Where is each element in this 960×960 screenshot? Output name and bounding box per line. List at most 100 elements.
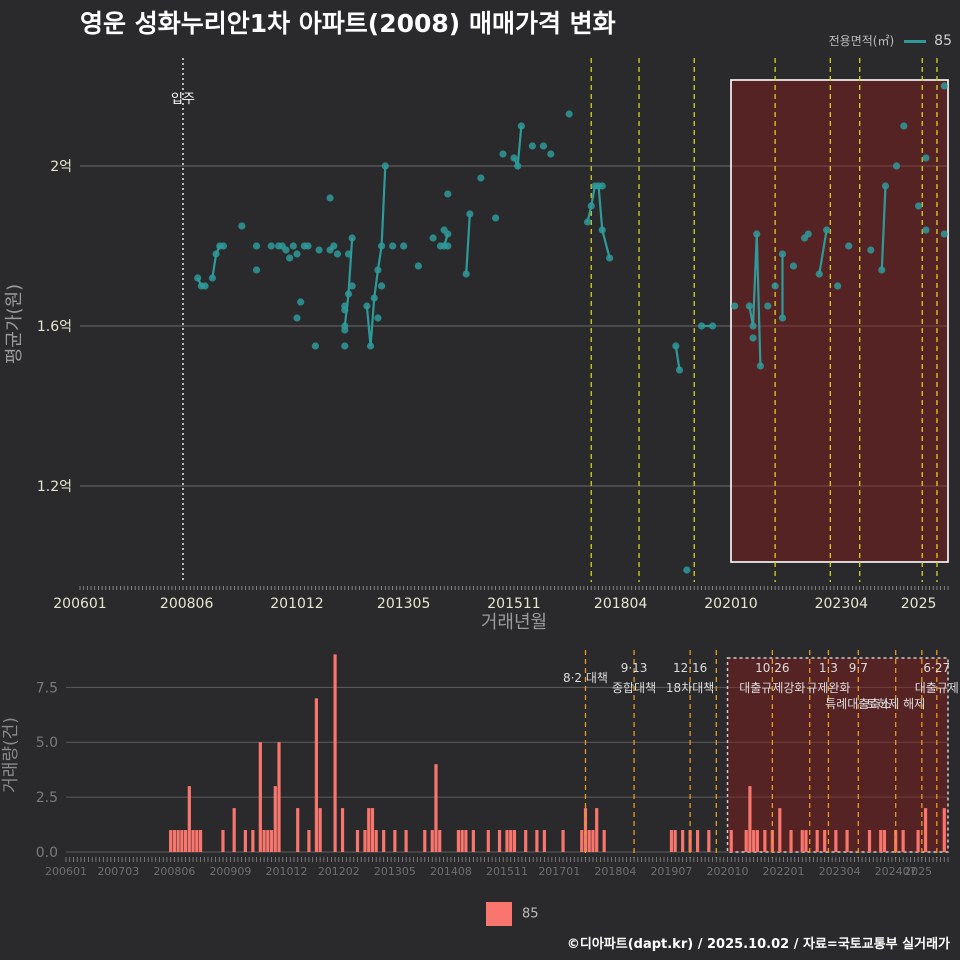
- event-label: 1·3: [819, 661, 838, 675]
- bar: [804, 830, 808, 852]
- data-point: [293, 250, 301, 258]
- bar: [882, 830, 887, 852]
- bar: [542, 830, 546, 852]
- x-tick-label-bottom: 2025: [904, 865, 932, 878]
- bar: [195, 830, 199, 852]
- x-tick-label-top: 201012: [270, 596, 323, 612]
- event-sublabel: 특례대출축소: [825, 697, 891, 711]
- event-sublabel: 종합대책: [612, 680, 656, 695]
- legend-line-swatch: [904, 40, 927, 43]
- data-point: [492, 214, 500, 222]
- series-line: [880, 185, 887, 271]
- data-point: [252, 242, 261, 250]
- data-point: [444, 242, 452, 250]
- bar: [393, 830, 397, 852]
- bar: [778, 808, 782, 852]
- bar: [729, 830, 733, 852]
- bar: [169, 830, 173, 852]
- data-point: [377, 282, 386, 290]
- bar: [486, 830, 490, 852]
- x-tick-label-bottom: 201804: [594, 865, 636, 878]
- data-point: [587, 202, 595, 210]
- bar: [221, 830, 225, 852]
- bar: [755, 830, 759, 852]
- x-tick-label-bottom: 201907: [650, 865, 692, 878]
- data-point: [878, 266, 886, 274]
- x-tick-label-top: 200601: [53, 596, 106, 612]
- bar: [602, 830, 606, 852]
- data-point: [804, 230, 812, 238]
- bar: [187, 786, 191, 852]
- data-point: [510, 154, 518, 162]
- data-point: [326, 194, 334, 202]
- data-point: [466, 210, 474, 218]
- data-point: [753, 230, 761, 238]
- bar: [258, 742, 262, 852]
- bar: [273, 786, 277, 852]
- data-point: [370, 294, 378, 302]
- y-tick-label-bottom: 0.0: [36, 845, 58, 861]
- x-tick-label-bottom: 200601: [45, 865, 87, 878]
- bar: [591, 830, 595, 852]
- data-point: [304, 242, 312, 250]
- bar: [800, 830, 804, 852]
- data-point: [293, 314, 301, 322]
- data-point: [517, 122, 525, 130]
- x-tick-label-top: 201305: [377, 596, 430, 612]
- data-point: [311, 342, 319, 350]
- bar: [845, 830, 849, 852]
- bar: [314, 698, 318, 852]
- data-point: [547, 150, 555, 158]
- highlight-box-top: [730, 79, 949, 563]
- bar: [191, 830, 195, 852]
- bar: [198, 830, 203, 852]
- data-point: [789, 262, 798, 270]
- bar: [509, 830, 513, 852]
- series-line: [465, 213, 471, 275]
- legend-top: 전용면적(㎡) 85: [829, 32, 952, 49]
- bar: [595, 808, 599, 852]
- x-tick-label-bottom: 200806: [153, 865, 195, 878]
- bar: [262, 830, 266, 852]
- series-line: [365, 165, 387, 347]
- x-tick-label-bottom: 202010: [707, 865, 749, 878]
- event-sublabel: 규제완화: [806, 681, 850, 695]
- data-point: [528, 142, 536, 150]
- bar: [269, 830, 274, 852]
- data-point: [377, 242, 386, 250]
- data-point: [341, 326, 349, 334]
- y-tick-label-bottom: 7.5: [36, 680, 58, 696]
- data-point: [267, 242, 275, 250]
- data-point: [344, 290, 353, 298]
- data-point: [444, 190, 452, 198]
- data-point: [823, 226, 831, 234]
- bar: [277, 742, 281, 852]
- data-point: [598, 226, 606, 234]
- x-tick-label-bottom: 202201: [763, 865, 805, 878]
- data-point: [389, 242, 397, 250]
- data-point: [771, 282, 779, 290]
- y-tick-label-bottom: 5.0: [36, 735, 58, 751]
- bar: [673, 830, 677, 852]
- bar: [763, 830, 767, 852]
- bar: [744, 830, 748, 852]
- x-tick-label-top: 200806: [160, 596, 214, 612]
- data-point: [749, 334, 757, 342]
- bar: [464, 830, 468, 852]
- y-tick-label-top: 1.2억: [37, 479, 72, 495]
- bar: [430, 830, 434, 852]
- legend-label: 85: [934, 33, 952, 49]
- bar: [460, 830, 464, 852]
- data-point: [208, 274, 217, 282]
- data-point: [834, 282, 842, 290]
- bar: [580, 830, 584, 852]
- legend-bottom: 85: [486, 902, 539, 926]
- data-point: [252, 266, 261, 274]
- data-point: [212, 250, 220, 258]
- data-point: [374, 266, 382, 274]
- bar: [307, 830, 311, 852]
- data-point: [922, 154, 930, 162]
- data-point: [756, 362, 765, 370]
- bar: [748, 786, 752, 852]
- legend-bar-swatch: [486, 902, 512, 926]
